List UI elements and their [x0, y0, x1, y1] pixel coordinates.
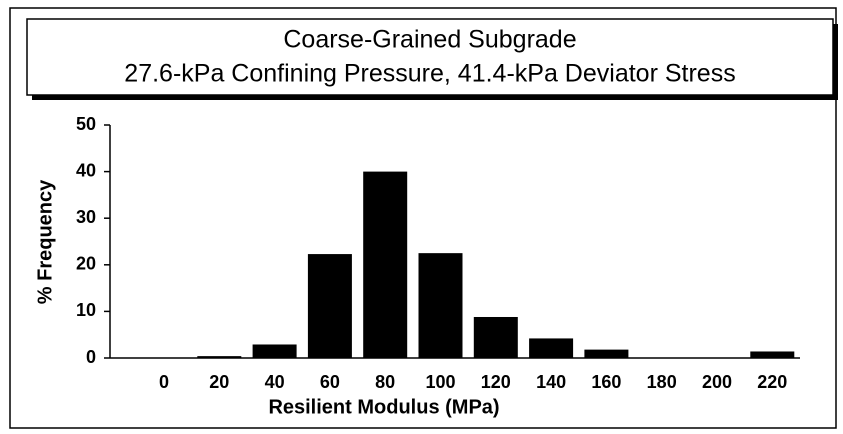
x-axis-label: Resilient Modulus (MPa) — [268, 396, 499, 418]
x-tick-label: 180 — [647, 372, 677, 392]
bar — [418, 253, 463, 358]
bar — [473, 316, 518, 358]
x-tick-label: 80 — [375, 372, 395, 392]
y-axis-label: % Frequency — [34, 179, 56, 304]
bar — [197, 356, 242, 358]
bar — [529, 338, 574, 358]
y-tick-label: 10 — [76, 300, 96, 320]
chart-subtitle: 27.6-kPa Confining Pressure, 41.4-kPa De… — [124, 60, 735, 88]
y-tick-label: 0 — [86, 347, 96, 367]
x-tick-label: 0 — [159, 372, 169, 392]
x-tick-label: 100 — [425, 372, 455, 392]
bar — [363, 171, 408, 358]
bar — [252, 344, 297, 358]
bar — [584, 349, 629, 358]
x-tick-label: 140 — [536, 372, 566, 392]
x-tick-label: 20 — [209, 372, 229, 392]
y-tick-label: 40 — [76, 160, 96, 180]
x-tick-label: 40 — [265, 372, 285, 392]
x-tick-label: 120 — [481, 372, 511, 392]
x-tick-label: 60 — [320, 372, 340, 392]
x-tick-label: 160 — [591, 372, 621, 392]
bar — [307, 254, 352, 358]
x-tick-label: 200 — [702, 372, 732, 392]
y-tick-label: 30 — [76, 207, 96, 227]
y-tick-label: 50 — [76, 114, 96, 134]
chart-title: Coarse-Grained Subgrade — [283, 26, 576, 54]
title-box — [26, 18, 834, 96]
x-tick-label: 220 — [757, 372, 787, 392]
bar — [750, 351, 795, 358]
y-tick-label: 20 — [76, 254, 96, 274]
